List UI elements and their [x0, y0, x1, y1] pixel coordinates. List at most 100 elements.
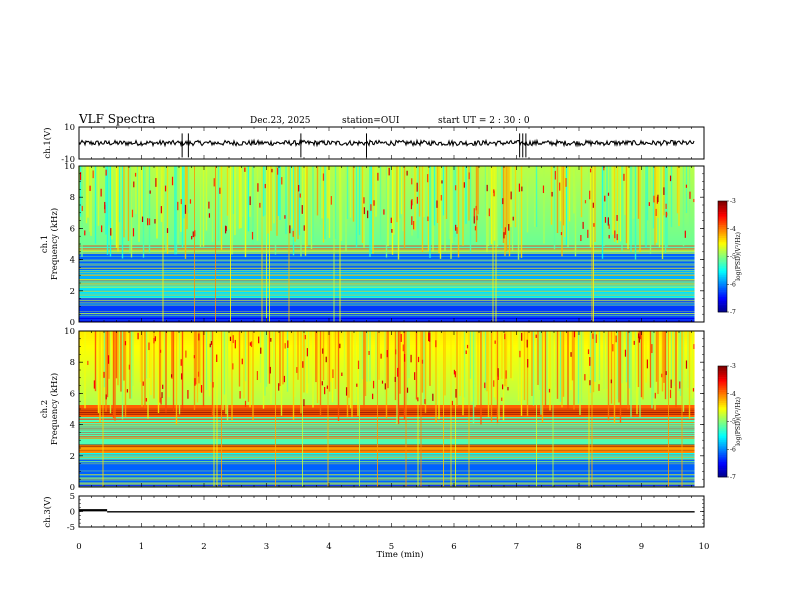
- ch1-waveform-line: [78, 138, 695, 148]
- colorbar-step: [718, 245, 727, 248]
- colorbar-step: [718, 399, 727, 402]
- colorbar-step: [718, 219, 727, 222]
- strong-event: [526, 339, 528, 348]
- strong-event: [325, 356, 327, 363]
- colorbar-step: [718, 267, 727, 270]
- colorbar-tick-label: -5: [730, 419, 736, 426]
- strong-event: [271, 168, 273, 173]
- strong-event: [463, 182, 465, 188]
- spectro-band: [79, 465, 695, 468]
- ch2-colorbar: -3 -4 -5 -6 -7 log(PSD)(V²/Hz): [717, 363, 742, 481]
- strong-event: [304, 334, 306, 340]
- no-data-area: [694, 166, 704, 322]
- strong-event: [560, 232, 563, 236]
- strong-event: [161, 392, 163, 399]
- strong-event: [554, 170, 556, 180]
- strong-event: [107, 355, 110, 364]
- colorbar-step: [718, 469, 727, 472]
- spectro-band: [79, 304, 695, 307]
- y-tick-label: 0: [70, 318, 75, 328]
- strong-event: [147, 218, 149, 226]
- strong-event: [493, 190, 495, 197]
- colorbar-step: [718, 471, 727, 474]
- spectro-band: [79, 292, 695, 295]
- strong-event: [486, 184, 488, 192]
- spectro-band: [79, 467, 695, 470]
- colorbar-step: [718, 206, 727, 209]
- colorbar-step: [718, 297, 727, 300]
- strong-event: [429, 333, 431, 342]
- strong-event: [414, 372, 416, 380]
- colorbar-step: [718, 278, 727, 281]
- strong-event: [154, 219, 156, 224]
- strong-event: [171, 374, 173, 378]
- strong-event: [638, 336, 640, 343]
- colorbar-step: [718, 410, 727, 413]
- ch2-spectrogram-panel: 0 2 4 6 8 10 ch.2Frequency (kHz): [40, 327, 705, 493]
- strong-event: [322, 173, 325, 181]
- colorbar-step: [718, 263, 727, 267]
- spectro-band: [79, 443, 695, 446]
- strong-event: [141, 216, 144, 223]
- strong-event: [589, 357, 591, 366]
- strong-event: [466, 344, 469, 349]
- spectro-band: [79, 296, 695, 299]
- spectro-band: [79, 463, 695, 466]
- strong-event: [394, 376, 396, 382]
- strong-event: [289, 225, 291, 234]
- strong-event: [370, 204, 372, 211]
- colorbar-step: [718, 382, 727, 385]
- strong-event: [134, 172, 137, 177]
- spectro-band: [79, 308, 695, 311]
- strong-event: [584, 200, 587, 204]
- strong-event: [670, 379, 672, 389]
- spectro-band: [79, 316, 695, 319]
- colorbar-step: [718, 228, 727, 231]
- strong-event: [689, 191, 691, 199]
- ch1-waveform-panel: 10 -10 ch.1(V): [42, 123, 705, 165]
- spectro-band: [79, 475, 695, 478]
- colorbar-step: [718, 462, 727, 465]
- strong-event: [322, 348, 324, 354]
- colorbar-step: [718, 223, 727, 226]
- colorbar-step: [718, 256, 727, 259]
- spectro-band: [79, 262, 695, 265]
- colorbar-step: [718, 234, 727, 237]
- spectro-band: [79, 433, 695, 436]
- strong-event: [249, 196, 251, 206]
- spectro-band: [79, 457, 695, 460]
- colorbar-step: [718, 300, 727, 304]
- strong-event: [277, 168, 279, 175]
- colorbar-step: [718, 403, 727, 406]
- strong-event: [181, 373, 183, 380]
- strong-event: [87, 360, 89, 365]
- strong-event: [436, 200, 438, 208]
- colorbar-step: [718, 458, 727, 461]
- strong-event: [608, 224, 610, 229]
- y-tick-label: 0: [70, 483, 75, 493]
- ch3-ylabel: ch.3(V): [42, 496, 53, 527]
- strong-event: [494, 340, 496, 344]
- colorbar-step: [718, 417, 727, 420]
- strong-event: [180, 359, 182, 366]
- colorbar-step: [718, 438, 727, 441]
- strong-event: [474, 226, 477, 231]
- strong-event: [502, 198, 504, 205]
- colorbar-step: [718, 202, 727, 205]
- ch1-spectrogram-panel: 0 2 4 6 8 10 ch.1Frequency (kHz): [40, 162, 705, 328]
- figure-title: VLF Spectra: [78, 112, 155, 126]
- strong-event: [604, 216, 607, 223]
- strong-event: [685, 184, 688, 188]
- strong-event: [162, 384, 164, 389]
- colorbar-step: [718, 289, 727, 292]
- y-tick-label: 4: [70, 256, 75, 266]
- panel-s2-ylabel: ch.2Frequency (kHz): [40, 373, 60, 445]
- strong-event: [339, 343, 341, 349]
- strong-event: [372, 380, 375, 389]
- strong-event: [198, 333, 200, 341]
- strong-event: [105, 394, 107, 400]
- strong-event: [155, 178, 157, 187]
- colorbar-step: [718, 449, 727, 452]
- colorbar-step: [718, 467, 727, 470]
